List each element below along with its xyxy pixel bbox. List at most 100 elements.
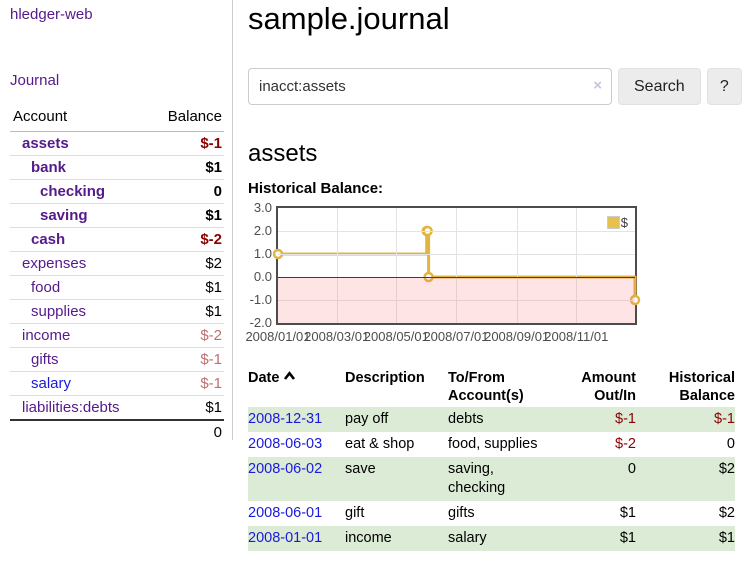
legend-swatch-icon bbox=[606, 216, 620, 229]
account-column-header: Account bbox=[10, 106, 149, 132]
transaction-accounts: food, supplies bbox=[448, 436, 538, 452]
help-button[interactable]: ? bbox=[706, 68, 742, 105]
account-row-income: income $-2 bbox=[10, 323, 224, 348]
journal-title: sample.journal bbox=[248, 1, 450, 36]
account-balance: $-1 bbox=[148, 371, 224, 396]
xtick: 2008/01/01 bbox=[245, 329, 311, 344]
transaction-accounts: salary bbox=[448, 530, 487, 546]
account-link-food[interactable]: food bbox=[31, 279, 61, 296]
transaction-date-link[interactable]: 2008-06-01 bbox=[248, 505, 323, 521]
transaction-balance: $1 bbox=[718, 530, 735, 546]
sidebar-item-journal[interactable]: Journal bbox=[10, 72, 60, 89]
transaction-date-link[interactable]: 2008-12-31 bbox=[248, 411, 323, 427]
chart-legend: $ bbox=[606, 215, 628, 230]
transaction-date-link[interactable]: 2008-06-03 bbox=[248, 436, 323, 452]
chart-plot: $ bbox=[272, 206, 641, 325]
account-row-supplies: supplies $1 bbox=[10, 299, 224, 324]
xtick: 2008/11/01 bbox=[544, 329, 609, 344]
account-row-salary: salary $-1 bbox=[10, 371, 224, 396]
historical-balance-chart: $ 3.0 2.0 1.0 0.0 -1.0 -2.0 2008/01/01 2008/03/… bbox=[245, 200, 668, 348]
transaction-date-link[interactable]: 2008-06-02 bbox=[248, 461, 323, 477]
vgrid bbox=[396, 208, 398, 323]
transaction-row: 2008-06-03 eat & shop food, supplies $-2… bbox=[248, 432, 735, 457]
balance-column-header: Balance bbox=[148, 106, 224, 132]
transactions-table: Date Description To/From Account(s) Amou… bbox=[248, 367, 735, 551]
account-row-food: food $1 bbox=[10, 275, 224, 300]
account-balance-table: Account Balance assets $-1 bank $1 check… bbox=[10, 106, 224, 444]
account-row-checking: checking 0 bbox=[10, 179, 224, 204]
ytick: 1.0 bbox=[253, 246, 272, 261]
xtick: 2008/07/01 bbox=[423, 329, 489, 344]
app-title-link[interactable]: hledger-web bbox=[10, 6, 93, 23]
account-link-expenses[interactable]: expenses bbox=[22, 255, 87, 272]
chart-title-label: Historical Balance: bbox=[248, 180, 384, 197]
account-link-cash[interactable]: cash bbox=[31, 231, 66, 248]
legend-series-label: $ bbox=[620, 215, 628, 230]
account-page-title: assets bbox=[248, 140, 318, 167]
search-button[interactable]: Search bbox=[618, 68, 701, 105]
account-link-assets[interactable]: assets bbox=[22, 135, 69, 152]
vgrid bbox=[576, 208, 578, 323]
accounts-total-row: 0 bbox=[10, 419, 224, 444]
transaction-amount: $1 bbox=[619, 530, 636, 546]
transaction-amount: $-1 bbox=[615, 411, 636, 427]
transaction-amount: $1 bbox=[619, 505, 636, 521]
account-balance: $1 bbox=[148, 395, 224, 420]
transaction-row: 2008-06-01 gift gifts $1 $2 bbox=[248, 501, 735, 526]
account-link-supplies[interactable]: supplies bbox=[31, 303, 87, 320]
ytick: 0.0 bbox=[253, 269, 272, 284]
ytick: -2.0 bbox=[249, 315, 272, 330]
account-row-expenses: expenses $2 bbox=[10, 251, 224, 276]
transaction-balance: $2 bbox=[718, 505, 735, 521]
account-balance: $-1 bbox=[148, 347, 224, 372]
transactions-header-row: Date Description To/From Account(s) Amou… bbox=[248, 367, 735, 407]
account-link-checking[interactable]: checking bbox=[40, 183, 106, 200]
xtick: 2008/03/01 bbox=[304, 329, 370, 344]
date-column-header[interactable]: Date bbox=[248, 367, 345, 407]
clear-search-icon[interactable]: × bbox=[593, 77, 602, 94]
account-balance: $1 bbox=[148, 275, 224, 300]
account-link-saving[interactable]: saving bbox=[40, 207, 88, 224]
accounts-total-value: 0 bbox=[148, 419, 224, 444]
transaction-accounts: gifts bbox=[448, 505, 475, 521]
account-balance: $1 bbox=[148, 155, 224, 180]
account-row-bank: bank $1 bbox=[10, 155, 224, 180]
account-balance: $-1 bbox=[200, 135, 222, 152]
account-link-salary[interactable]: salary bbox=[31, 375, 72, 392]
account-link-bank[interactable]: bank bbox=[31, 159, 67, 176]
xtick: 2008/09/01 bbox=[484, 329, 550, 344]
vgrid bbox=[456, 208, 457, 323]
account-link-liabilities-debts[interactable]: liabilities:debts bbox=[22, 399, 120, 416]
account-balance: $-2 bbox=[148, 227, 224, 252]
search-input[interactable] bbox=[248, 68, 612, 105]
transaction-description: income bbox=[345, 530, 392, 546]
search-form: × Search ? bbox=[248, 68, 742, 105]
account-link-income[interactable]: income bbox=[22, 327, 71, 344]
account-row-gifts: gifts $-1 bbox=[10, 347, 224, 372]
account-link-gifts[interactable]: gifts bbox=[31, 351, 59, 368]
transaction-description: save bbox=[345, 461, 376, 477]
account-balance: $1 bbox=[148, 203, 224, 228]
transaction-accounts: saving, checking bbox=[448, 461, 506, 496]
description-column-header: Description bbox=[345, 370, 425, 386]
account-row-assets: assets $-1 bbox=[10, 132, 224, 156]
vgrid bbox=[516, 208, 518, 323]
transaction-row: 2008-06-02 save saving, checking 0 $2 bbox=[248, 457, 735, 501]
account-balance: 0 bbox=[148, 179, 224, 204]
negregion bbox=[278, 277, 635, 323]
vgrid bbox=[336, 208, 338, 323]
account-row-liabilities-debts: liabilities:debts $1 bbox=[10, 395, 224, 420]
ytick: -1.0 bbox=[249, 292, 272, 307]
transaction-row: 2008-12-31 pay off debts $-1 $-1 bbox=[248, 407, 735, 432]
transaction-date-link[interactable]: 2008-01-01 bbox=[248, 530, 323, 546]
account-row-saving: saving $1 bbox=[10, 203, 224, 228]
amount-column-header: Amount Out/In bbox=[581, 370, 636, 404]
main-content: sample.journal × Search ? assets Histori… bbox=[245, 0, 742, 551]
transaction-amount: $-2 bbox=[615, 436, 636, 452]
transaction-amount: 0 bbox=[627, 461, 636, 477]
accounts-column-header: To/From Account(s) bbox=[448, 370, 524, 404]
transaction-description: eat & shop bbox=[345, 436, 415, 452]
account-balance: $2 bbox=[148, 251, 224, 276]
account-balance: $1 bbox=[148, 299, 224, 324]
zeroline bbox=[278, 277, 635, 278]
